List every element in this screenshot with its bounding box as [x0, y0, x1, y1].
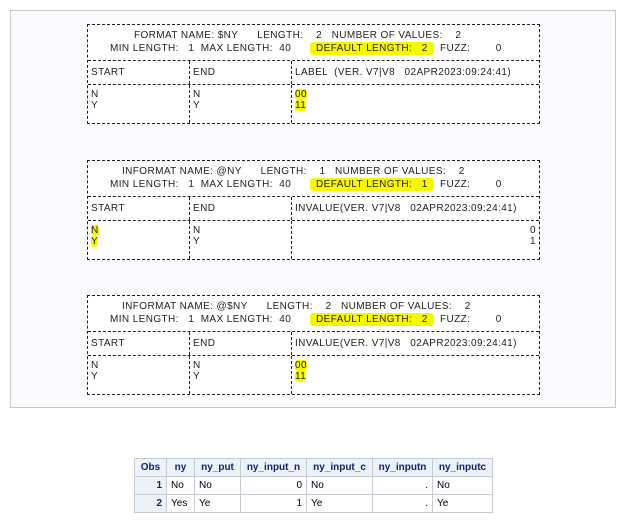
table-cell: 0	[240, 476, 307, 495]
table-cell: Ye	[194, 494, 241, 513]
col-end: END	[190, 197, 292, 220]
end-value: N	[193, 225, 201, 236]
table-cell: 2	[134, 494, 167, 513]
format-table: FORMAT NAME: $NY LENGTH: 2 NUMBER OF VAL…	[87, 24, 540, 124]
print-output-table: Obs ny ny_put ny_input_n ny_input_c ny_inputn…	[134, 458, 493, 513]
default-length: DEFAULT LENGTH: 2	[310, 313, 434, 326]
format-name-line: FORMAT NAME: $NY LENGTH: 2 NUMBER OF VAL…	[134, 30, 462, 41]
column-header-row: START END INVALUE(VER. V7|V8 02APR2023:0…	[88, 197, 539, 221]
format-name-line: INFORMAT NAME: @$NY LENGTH: 2 NUMBER OF …	[122, 301, 471, 312]
format-name-line: INFORMAT NAME: @NY LENGTH: 1 NUMBER OF V…	[122, 166, 465, 177]
start-value: Y	[91, 236, 99, 247]
table-cell: .	[372, 476, 433, 495]
format-table: INFORMAT NAME: @$NY LENGTH: 2 NUMBER OF …	[87, 295, 540, 395]
label-value: 00	[295, 360, 307, 371]
col-end: END	[190, 332, 292, 355]
table-cell: No	[194, 476, 241, 495]
start-value: N	[91, 225, 99, 236]
fuzz: FUZZ: 0	[440, 179, 502, 190]
column-header: ny_input_n	[240, 458, 307, 477]
end-value: N	[193, 360, 201, 371]
start-value: Y	[91, 100, 99, 111]
format-table: INFORMAT NAME: @NY LENGTH: 1 NUMBER OF V…	[87, 160, 540, 260]
label-value: 11	[295, 100, 307, 111]
format-header: FORMAT NAME: $NY LENGTH: 2 NUMBER OF VAL…	[88, 25, 539, 61]
table-row: 2 Yes Ye 1 Ye. Ye	[134, 494, 493, 513]
end-value: Y	[193, 371, 201, 382]
col-start: START	[88, 61, 190, 84]
column-header: ny_put	[194, 458, 241, 477]
col-start: START	[88, 332, 190, 355]
table-cell: No	[166, 476, 195, 495]
length-line: MIN LENGTH: 1 MAX LENGTH: 40	[110, 43, 292, 54]
end-value: N	[193, 89, 201, 100]
start-value: N	[91, 89, 99, 100]
column-header: ny_input_c	[306, 458, 373, 477]
column-header-row: START END INVALUE(VER. V7|V8 02APR2023:0…	[88, 332, 539, 356]
label-value: 00	[295, 89, 307, 100]
default-length: DEFAULT LENGTH: 1	[310, 178, 434, 191]
col-end: END	[190, 61, 292, 84]
header-row: Obs ny ny_put ny_input_n ny_input_c ny_inputn…	[134, 458, 493, 477]
label-value: 0	[530, 225, 536, 236]
length-line: MIN LENGTH: 1 MAX LENGTH: 40	[110, 179, 292, 190]
table-cell: 1	[240, 494, 307, 513]
column-header: ny_inputn	[372, 458, 433, 477]
default-length: DEFAULT LENGTH: 2	[310, 42, 434, 55]
format-header: INFORMAT NAME: @NY LENGTH: 1 NUMBER OF V…	[88, 161, 539, 197]
label-value: 11	[295, 371, 307, 382]
fuzz: FUZZ: 0	[440, 314, 502, 325]
col-label: INVALUE(VER. V7|V8 02APR2023:09:24:41)	[295, 338, 517, 349]
fuzz: FUZZ: 0	[440, 43, 502, 54]
table-cell: .	[372, 494, 433, 513]
end-value: Y	[193, 236, 201, 247]
column-header: ny	[166, 458, 195, 477]
table-cell: No	[432, 476, 493, 495]
col-start: START	[88, 197, 190, 220]
col-label: LABEL (VER. V7|V8 02APR2023:09:24:41)	[295, 67, 512, 78]
col-label: INVALUE(VER. V7|V8 02APR2023:09:24:41)	[295, 203, 517, 214]
table-cell: Yes	[166, 494, 195, 513]
column-header: Obs	[134, 458, 167, 477]
length-line: MIN LENGTH: 1 MAX LENGTH: 40	[110, 314, 292, 325]
label-value: 1	[530, 236, 536, 247]
table-cell: Ye	[306, 494, 373, 513]
column-header-row: START END LABEL (VER. V7|V8 02APR2023:09…	[88, 61, 539, 85]
start-value: Y	[91, 371, 99, 382]
table-cell: 1	[134, 476, 167, 495]
start-value: N	[91, 360, 99, 371]
end-value: Y	[193, 100, 201, 111]
table-cell: No	[306, 476, 373, 495]
column-header: ny_inputc	[432, 458, 493, 477]
format-header: INFORMAT NAME: @$NY LENGTH: 2 NUMBER OF …	[88, 296, 539, 332]
table-row: 1 No No 0 No. No	[134, 476, 493, 495]
table-cell: Ye	[432, 494, 493, 513]
